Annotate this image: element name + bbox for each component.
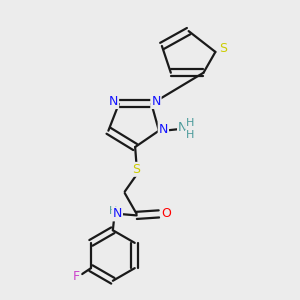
- Text: S: S: [219, 42, 227, 56]
- Text: N: N: [109, 95, 118, 108]
- Text: N: N: [151, 95, 160, 108]
- Text: H: H: [186, 118, 194, 128]
- Text: F: F: [73, 270, 80, 283]
- Text: O: O: [161, 207, 171, 220]
- Text: S: S: [133, 163, 141, 176]
- Text: N: N: [178, 121, 188, 134]
- Text: H: H: [186, 130, 194, 140]
- Text: N: N: [112, 207, 122, 220]
- Text: H: H: [109, 206, 117, 216]
- Text: N: N: [159, 123, 168, 136]
